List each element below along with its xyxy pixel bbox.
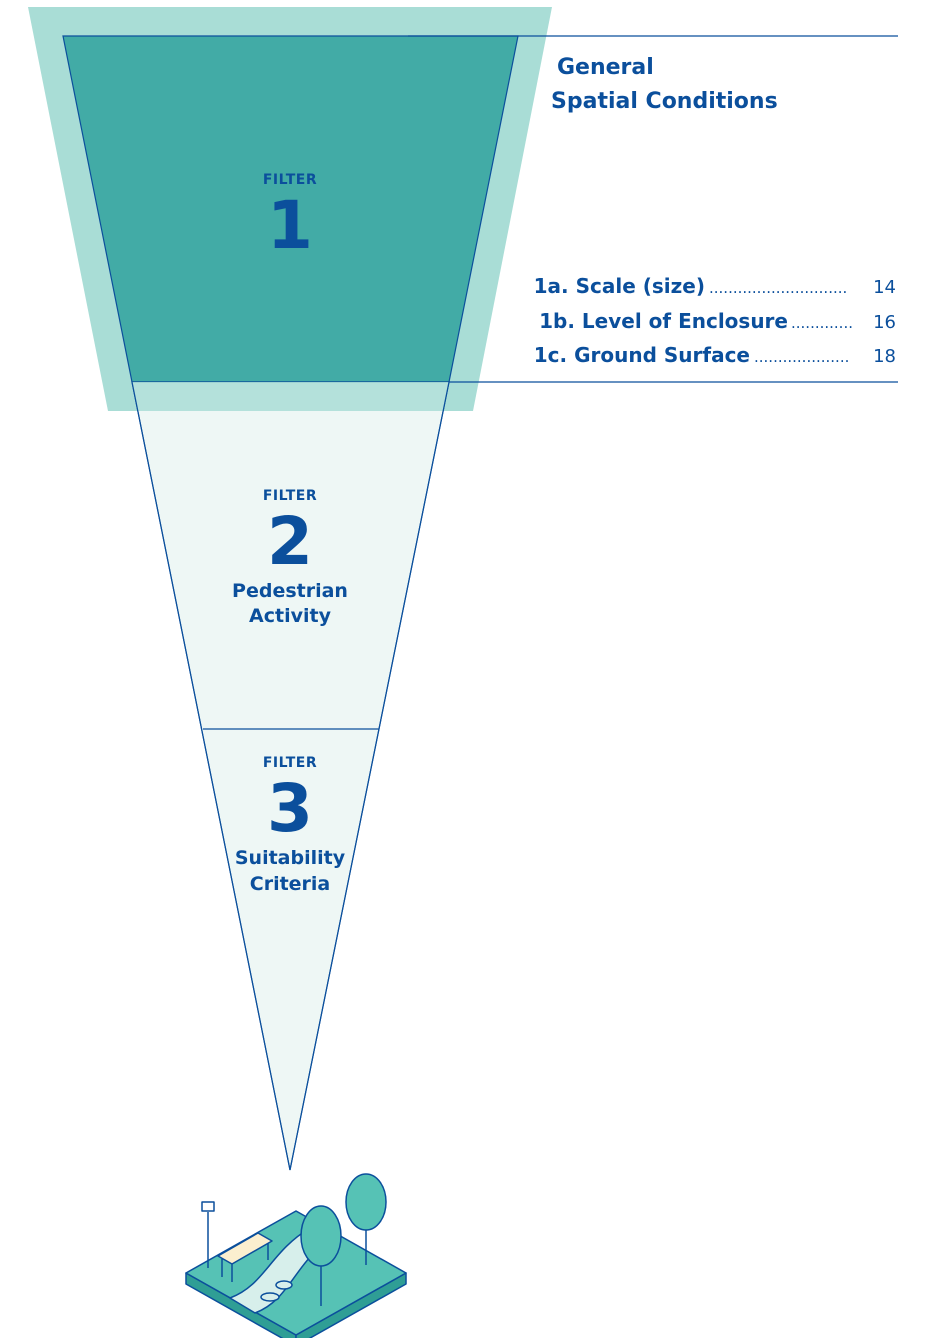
- filter-2-number: 2: [267, 503, 313, 580]
- park-plaza-icon: [186, 1174, 406, 1338]
- toc-item-title: 1a. Scale (size): [534, 274, 705, 298]
- toc-leader-dots: .............................: [709, 279, 847, 297]
- toc-item: 1b. Level of Enclosure ............. 16: [539, 309, 896, 333]
- filter-2-label: FILTER: [263, 488, 317, 504]
- toc-item: 1a. Scale (size) .......................…: [534, 274, 896, 298]
- toc-item-title: 1b. Level of Enclosure: [539, 309, 788, 333]
- filter-1-label: FILTER: [263, 172, 317, 188]
- filter-3-name-line-1: Suitability: [235, 847, 346, 869]
- toc-item-title: 1c. Ground Surface: [534, 343, 750, 367]
- filter-1-number: 1: [267, 187, 313, 264]
- filter-2-name-line-1: Pedestrian: [232, 580, 348, 602]
- toc-item-page: 16: [873, 312, 896, 333]
- panel-heading-line-1: General: [557, 55, 654, 80]
- filter-3-number: 3: [267, 770, 313, 847]
- filter-3-name-line-2: Criteria: [250, 873, 331, 895]
- toc-leader-dots: .............: [791, 314, 853, 332]
- toc-leader-dots: ....................: [754, 348, 849, 366]
- filter-2-name-line-2: Activity: [249, 605, 332, 627]
- cone-band-overlap: [132, 382, 449, 411]
- panel-heading-line-2: Spatial Conditions: [551, 89, 778, 114]
- toc-item: 1c. Ground Surface .................... …: [534, 343, 896, 367]
- toc-item-page: 14: [873, 277, 896, 298]
- filter-3-label: FILTER: [263, 755, 317, 771]
- toc-item-page: 18: [873, 346, 896, 367]
